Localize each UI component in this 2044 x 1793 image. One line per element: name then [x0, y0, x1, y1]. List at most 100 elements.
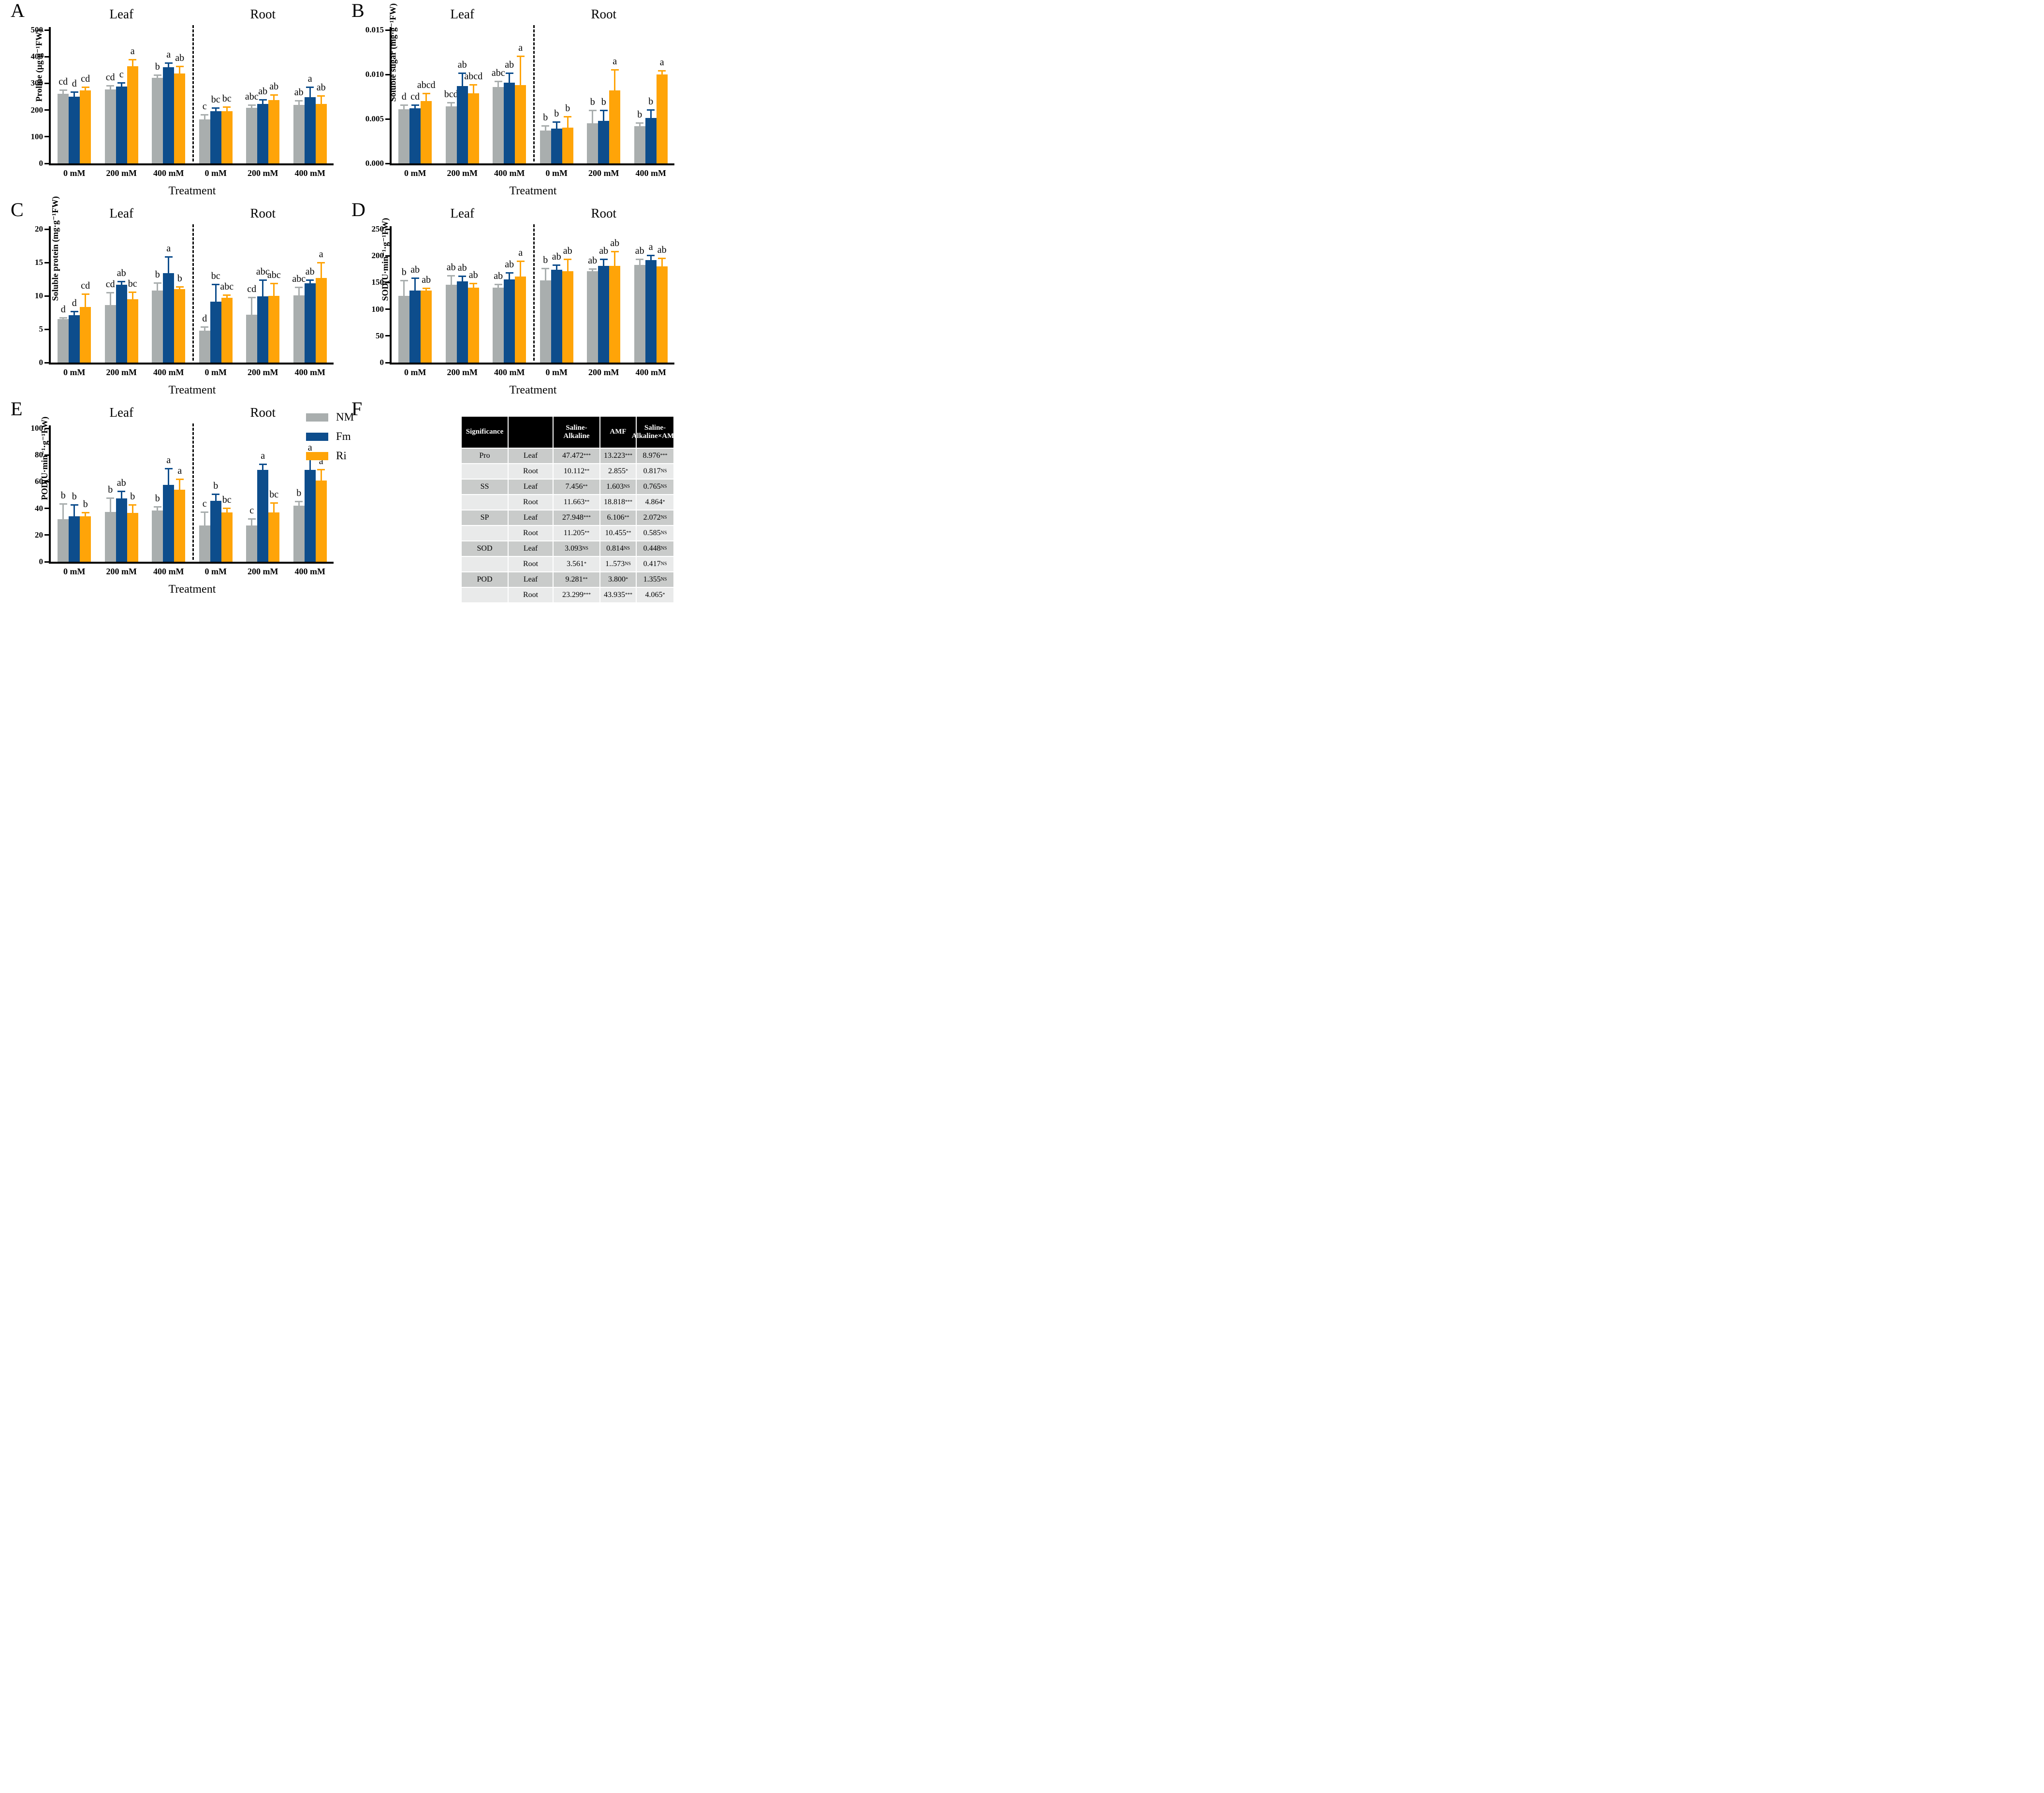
- error-bar-cap: [516, 261, 525, 262]
- f-value: 1..573: [605, 560, 625, 568]
- error-bar-cap: [636, 122, 644, 124]
- significance-letter: bc: [211, 94, 220, 105]
- significance-letter: c: [249, 505, 254, 516]
- significance-mark: ***: [584, 453, 591, 458]
- error-bar: [262, 280, 264, 297]
- error-bar: [450, 276, 452, 285]
- y-axis-tick-label: 0: [39, 358, 44, 367]
- error-bar-cap: [223, 507, 231, 509]
- bar-A-root-200mM-NM: [246, 108, 258, 163]
- significance-mark: *: [626, 468, 628, 474]
- table-cell-tissue: Root: [509, 588, 553, 602]
- f-value: 3.561: [567, 560, 584, 568]
- table-cell-fvalue: 10.112 **: [554, 464, 599, 479]
- error-bar-cap: [400, 280, 408, 282]
- error-bar-cap: [59, 503, 67, 505]
- error-bar-cap: [223, 294, 231, 296]
- significance-letter: c: [202, 101, 207, 112]
- leaf-root-divider: [192, 25, 194, 161]
- significance-letter: a: [166, 49, 171, 60]
- error-bar: [215, 108, 217, 111]
- bar-E-leaf-0mM-Ri: [80, 516, 91, 562]
- legend-swatch-icon: [306, 432, 328, 441]
- x-axis-tick-label: 400 mM: [153, 168, 184, 178]
- bar-A-root-400mM-NM: [293, 104, 305, 163]
- significance-mark: NS: [660, 468, 667, 474]
- error-bar: [320, 469, 322, 481]
- table-cell-indicator: [462, 495, 508, 510]
- bar-D-leaf-0mM-NM: [398, 296, 410, 363]
- f-value: 11.663: [563, 498, 585, 506]
- error-bar-cap: [541, 125, 550, 127]
- y-axis-tick-label: 20: [35, 530, 43, 539]
- bar-A-leaf-400mM-NM: [152, 78, 163, 163]
- significance-mark: ***: [660, 453, 668, 458]
- bar-B-root-400mM-Fm: [645, 118, 657, 163]
- leaf-root-divider: [192, 224, 194, 361]
- significance-mark: *: [584, 561, 586, 567]
- significance-letter: a: [648, 242, 653, 253]
- legend-label: Fm: [336, 430, 351, 442]
- table-cell-fvalue: 4.864 *: [637, 495, 673, 510]
- bar-B-leaf-400mM-NM: [493, 87, 504, 163]
- bar-E-root-400mM-Ri: [315, 480, 327, 562]
- error-bar-cap: [447, 102, 455, 103]
- error-bar: [603, 259, 605, 266]
- significance-letter: bc: [128, 278, 137, 290]
- significance-letter: ab: [117, 478, 126, 489]
- significance-letter: a: [307, 73, 312, 85]
- section-title-leaf: Leaf: [109, 7, 133, 21]
- table-cell-fvalue: 0.417 NS: [637, 557, 673, 571]
- x-axis-tick-label: 0 mM: [204, 168, 227, 178]
- error-bar: [298, 101, 300, 105]
- bar-C-leaf-0mM-Ri: [80, 307, 91, 363]
- error-bar-cap: [270, 283, 278, 285]
- table-cell-tissue: Leaf: [509, 541, 553, 556]
- error-bar-cap: [248, 104, 256, 106]
- legend-item-fm: Fm: [306, 430, 354, 443]
- significance-letter: ab: [410, 264, 420, 275]
- error-bar-cap: [599, 110, 608, 112]
- table-cell-fvalue: 0.585 NS: [637, 526, 673, 540]
- significance-letter: b: [565, 103, 570, 114]
- significance-letter: a: [177, 466, 182, 477]
- error-bar-cap: [317, 468, 325, 470]
- f-value: 27.948: [562, 513, 584, 522]
- x-axis-tick-label: 200 mM: [447, 367, 478, 377]
- error-bar: [85, 294, 87, 307]
- significance-letter: b: [543, 112, 548, 123]
- y-axis-tick: [44, 262, 49, 263]
- significance-letter: abc: [491, 67, 505, 78]
- significance-letter: cd: [105, 72, 115, 83]
- y-axis-tick-label: 20: [35, 224, 43, 233]
- significance-letter: d: [202, 313, 207, 324]
- panel-f: F Significance Saline-Alkaline AMF Saline- A…: [341, 398, 682, 603]
- error-bar-cap: [81, 293, 89, 295]
- bar-A-leaf-0mM-Ri: [80, 90, 91, 163]
- table-row: POD Leaf 9.281 ** 3.800 * 1.355 NS: [462, 572, 673, 587]
- significance-mark: NS: [660, 530, 667, 536]
- x-axis-tick-label: 200 mM: [588, 367, 619, 377]
- error-bar-cap: [422, 93, 430, 95]
- significance-letter: a: [319, 249, 323, 260]
- significance-mark: NS: [660, 546, 667, 551]
- error-bar: [226, 295, 228, 298]
- significance-letter: cd: [58, 76, 68, 87]
- table-cell-tissue: Root: [509, 495, 553, 510]
- significance-letter: ab: [505, 259, 514, 270]
- table-cell-fvalue: 8.976 ***: [637, 449, 673, 463]
- y-axis-line: [390, 226, 392, 364]
- bar-E-root-0mM-Fm: [210, 501, 221, 562]
- y-axis-tick: [385, 308, 390, 310]
- table-cell-indicator: SS: [462, 480, 508, 494]
- significance-letter: ab: [117, 268, 126, 279]
- error-bar: [592, 269, 594, 272]
- x-axis-title: Treatment: [168, 185, 216, 197]
- significance-letter: abcd: [464, 71, 483, 82]
- error-bar: [73, 312, 75, 316]
- error-bar: [273, 284, 275, 296]
- f-value: 11.205: [563, 529, 585, 537]
- table-cell-indicator: [462, 588, 508, 602]
- y-axis-title: Soluble protein (mg·g⁻¹FW): [50, 196, 60, 301]
- error-bar: [251, 298, 253, 315]
